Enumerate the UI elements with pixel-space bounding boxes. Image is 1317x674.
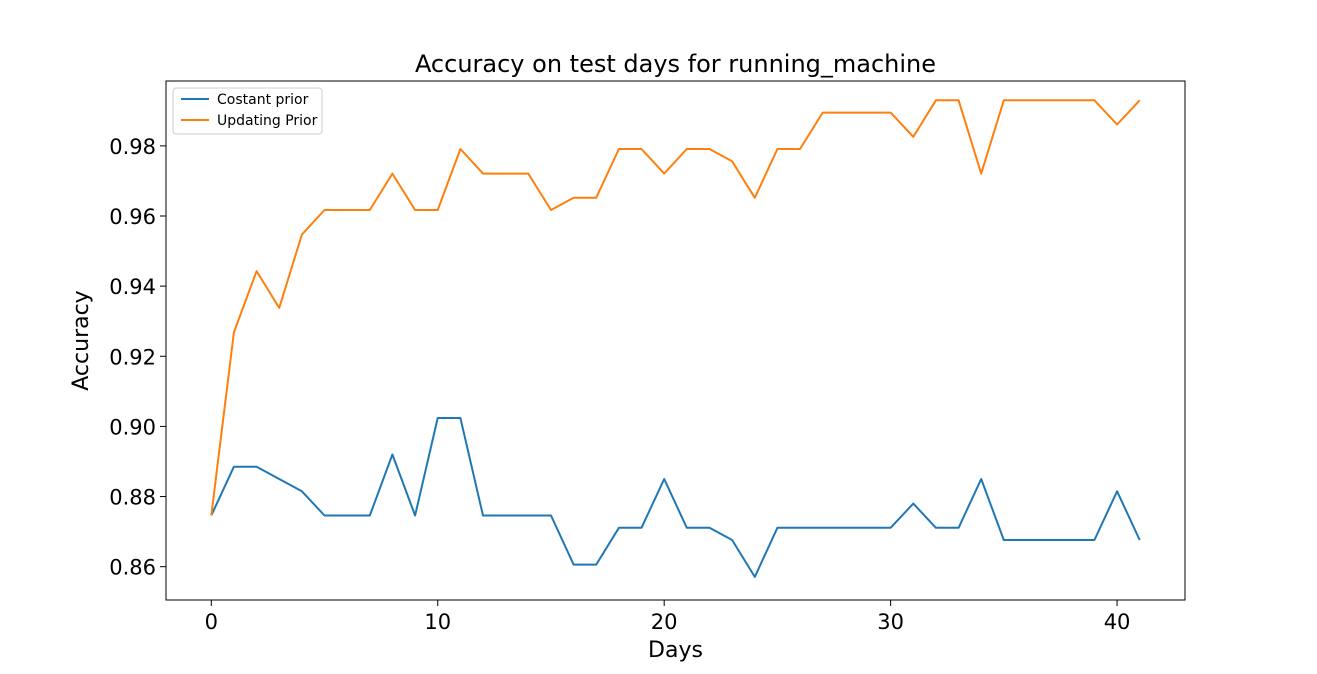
series-line-costant-prior	[210, 417, 1141, 578]
legend-label: Updating Prior	[217, 113, 318, 129]
y-tick-label: 0.92	[109, 345, 156, 369]
y-axis: 0.86 0.88 0.90 0.92 0.94 0.96 0.98	[109, 135, 166, 580]
y-tick-label: 0.86	[109, 556, 156, 580]
x-tick-label: 40	[1104, 610, 1131, 634]
plot-frame	[165, 80, 1186, 601]
series-line-updating-prior	[210, 99, 1141, 516]
x-tick-label: 30	[877, 610, 904, 634]
series-layer	[210, 99, 1141, 578]
legend-box	[172, 87, 323, 135]
y-tick-label: 0.96	[109, 205, 156, 229]
y-tick-label: 0.98	[109, 135, 156, 159]
x-tick-label: 20	[651, 610, 678, 634]
x-tick-label: 0	[205, 610, 218, 634]
y-axis-title: Accuracy	[69, 290, 94, 390]
x-axis-title: Days	[648, 638, 703, 663]
y-tick-label: 0.90	[109, 415, 156, 439]
y-tick-label: 0.94	[109, 275, 156, 299]
legend: Costant prior Updating Prior	[172, 87, 323, 135]
x-axis: 0 10 20 30 40	[205, 600, 1131, 634]
chart-title: Accuracy on test days for running_machin…	[415, 50, 936, 78]
y-tick-label: 0.88	[109, 486, 156, 510]
x-tick-label: 10	[424, 610, 451, 634]
legend-label: Costant prior	[217, 92, 309, 108]
